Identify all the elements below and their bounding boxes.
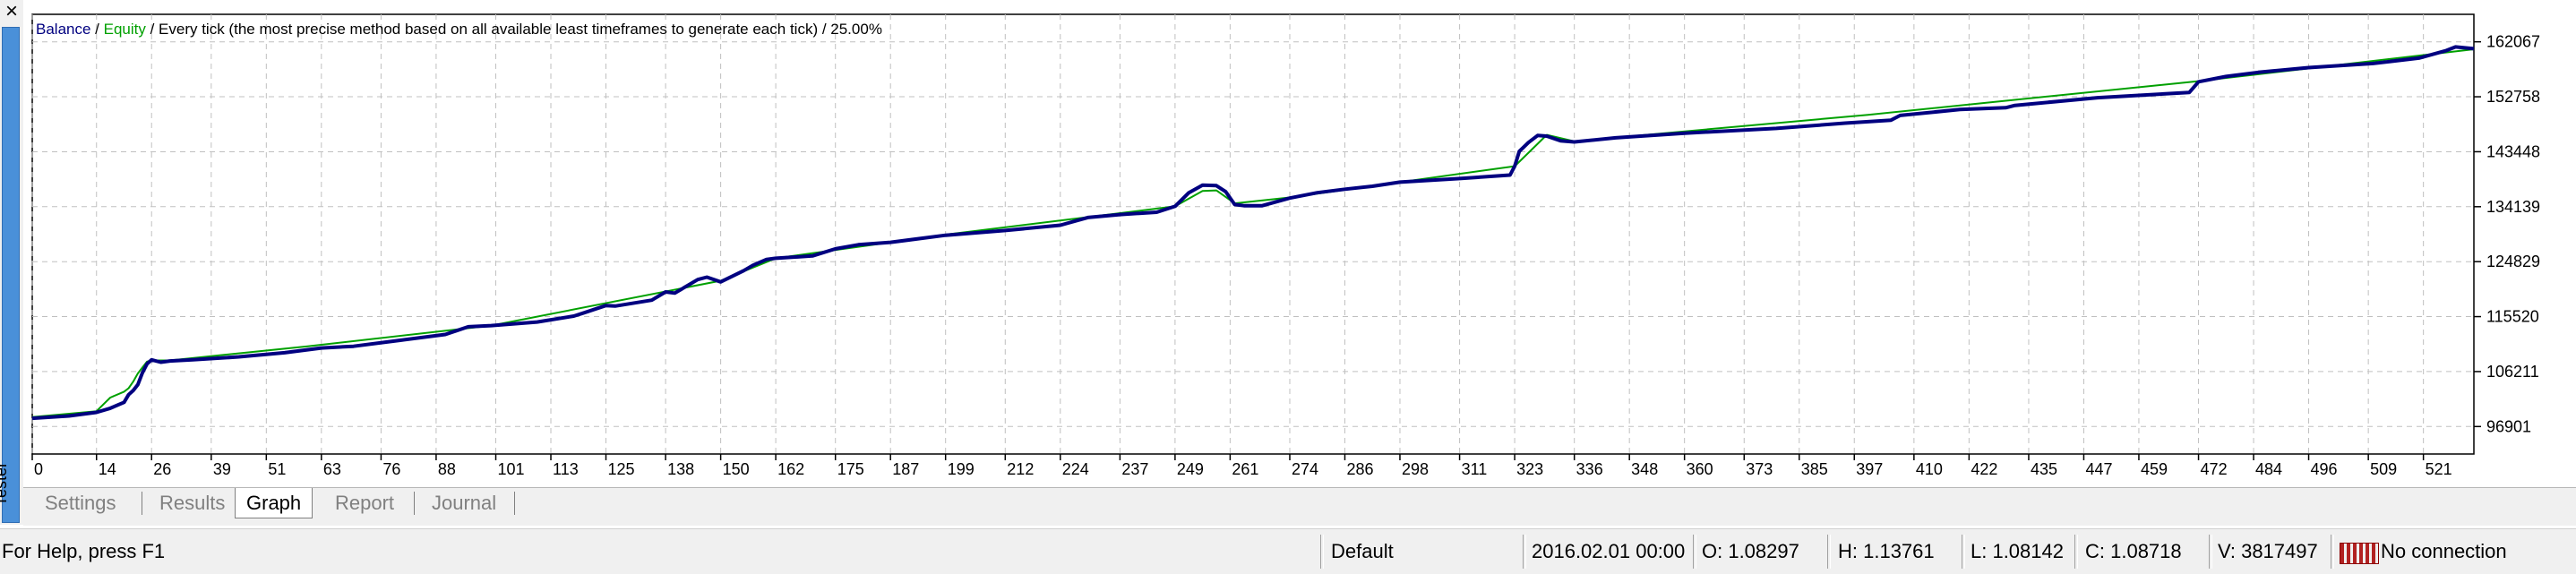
x-tick-label: 76 xyxy=(382,460,400,478)
y-tick-label: 152758 xyxy=(2486,88,2540,106)
x-tick-label: 447 xyxy=(2085,460,2112,478)
x-tick-label: 385 xyxy=(1801,460,1828,478)
x-tick-label: 101 xyxy=(498,460,525,478)
x-tick-label: 187 xyxy=(892,460,919,478)
tab-divider xyxy=(414,492,415,515)
x-tick-label: 323 xyxy=(1516,460,1543,478)
x-tick-label: 521 xyxy=(2426,460,2452,478)
x-tick-label: 88 xyxy=(438,460,456,478)
x-tick-label: 509 xyxy=(2370,460,2397,478)
status-help-text: For Help, press F1 xyxy=(2,540,166,562)
status-bar: For Help, press F1 Default 2016.02.01 00… xyxy=(0,528,2576,574)
status-divider xyxy=(2331,535,2334,569)
grid-layer xyxy=(31,14,2474,454)
x-tick-label: 26 xyxy=(153,460,171,478)
status-open-price: O: 1.08297 xyxy=(1702,540,1799,562)
x-tick-label: 360 xyxy=(1687,460,1713,478)
y-tick-label: 143448 xyxy=(2486,142,2540,160)
x-tick-label: 484 xyxy=(2255,460,2282,478)
tab-journal[interactable]: Journal xyxy=(432,492,497,514)
status-datetime: 2016.02.01 00:00 xyxy=(1532,540,1686,562)
x-tick-label: 63 xyxy=(323,460,341,478)
status-high-price: H: 1.13761 xyxy=(1838,540,1935,562)
x-tick-label: 336 xyxy=(1576,460,1603,478)
x-tick-label: 150 xyxy=(723,460,750,478)
balance-line xyxy=(31,45,2475,421)
status-low-price: L: 1.08142 xyxy=(1971,540,2064,562)
balance-equity-chart: 162067 152758 143448 134139 124829 115520 1062… xyxy=(31,13,2540,478)
x-tick-label: 459 xyxy=(2141,460,2168,478)
x-tick-label: 261 xyxy=(1232,460,1258,478)
x-tick-label: 348 xyxy=(1631,460,1658,478)
status-connection[interactable]: No connection xyxy=(2381,540,2507,562)
tab-divider xyxy=(514,492,515,515)
status-divider xyxy=(2074,535,2078,569)
x-tick-label: 138 xyxy=(667,460,694,478)
tester-tab-bar: Settings Results Graph Report Journal xyxy=(23,487,2576,526)
x-tick-label: 39 xyxy=(213,460,231,478)
x-tick-label: 274 xyxy=(1292,460,1318,478)
tester-label: Tester xyxy=(0,461,11,507)
legend-model: Every tick (the most precise method base… xyxy=(159,21,882,38)
x-tick-label: 0 xyxy=(34,460,43,478)
tester-side-panel: × Tester xyxy=(0,0,24,525)
x-tick-label: 472 xyxy=(2201,460,2228,478)
tab-graph[interactable]: Graph xyxy=(235,488,313,518)
x-tick-label: 249 xyxy=(1177,460,1204,478)
tester-label-container: Tester xyxy=(0,456,19,518)
x-tick-label: 14 xyxy=(99,460,116,478)
x-tick-label: 162 xyxy=(777,460,804,478)
y-tick-label: 106211 xyxy=(2486,363,2539,381)
status-divider xyxy=(1827,535,1831,569)
x-tick-label: 373 xyxy=(1746,460,1773,478)
x-tick-label: 286 xyxy=(1346,460,1373,478)
x-tick-label: 113 xyxy=(553,460,579,478)
legend-balance: Balance xyxy=(36,21,90,38)
x-tick-label: 237 xyxy=(1121,460,1148,478)
series-layer xyxy=(31,45,2475,421)
x-tick-label: 175 xyxy=(837,460,864,478)
x-tick-label: 224 xyxy=(1062,460,1089,478)
x-tick-label: 199 xyxy=(948,460,975,478)
legend-separator: / xyxy=(146,21,159,38)
status-profile[interactable]: Default xyxy=(1331,540,1394,562)
x-tick-label: 311 xyxy=(1462,460,1488,478)
x-tick-label: 125 xyxy=(608,460,635,478)
status-divider xyxy=(1962,535,1965,569)
x-tick-label: 298 xyxy=(1402,460,1429,478)
x-tick-label: 422 xyxy=(1971,460,1997,478)
legend-separator: / xyxy=(90,21,103,38)
chart-legend: Balance / Equity / Every tick (the most … xyxy=(36,21,882,38)
x-tick-label: 212 xyxy=(1007,460,1034,478)
close-icon[interactable]: × xyxy=(4,0,18,23)
tester-panel-handle[interactable]: Tester xyxy=(0,27,20,523)
x-tick-label: 410 xyxy=(1916,460,1943,478)
y-tick-label: 162067 xyxy=(2486,33,2540,51)
tab-results[interactable]: Results xyxy=(159,492,226,514)
y-tick-label: 134139 xyxy=(2486,198,2540,216)
x-tick-label: 435 xyxy=(2031,460,2057,478)
status-close-price: C: 1.08718 xyxy=(2085,540,2182,562)
plot-frame xyxy=(31,13,2475,455)
y-tick-label: 124829 xyxy=(2486,253,2540,270)
status-divider xyxy=(1523,535,1526,569)
y-tick-label: 96901 xyxy=(2486,417,2531,435)
status-volume: V: 3817497 xyxy=(2218,540,2318,562)
legend-equity: Equity xyxy=(104,21,147,38)
x-tick-label: 51 xyxy=(268,460,286,478)
status-divider xyxy=(2209,535,2212,569)
connection-bars-icon[interactable] xyxy=(2340,543,2379,564)
tick-layer: 162067 152758 143448 134139 124829 115520 1062… xyxy=(31,33,2540,478)
x-tick-label: 397 xyxy=(1856,460,1883,478)
chart-area: 162067 152758 143448 134139 124829 115520 1062… xyxy=(23,0,2576,487)
status-divider xyxy=(1693,535,1696,569)
y-tick-label: 115520 xyxy=(2486,308,2539,326)
tab-report[interactable]: Report xyxy=(335,492,395,514)
tab-settings[interactable]: Settings xyxy=(45,492,116,514)
x-tick-label: 496 xyxy=(2311,460,2338,478)
status-divider xyxy=(1320,535,1324,569)
